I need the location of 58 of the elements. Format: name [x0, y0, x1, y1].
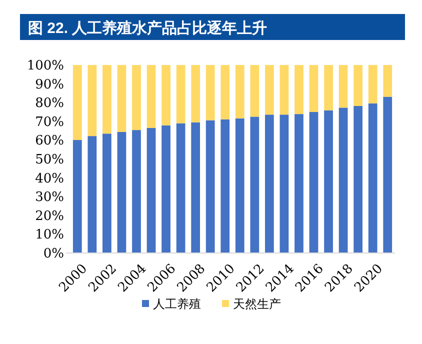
y-tick-label: 80% — [35, 96, 64, 112]
bar — [235, 118, 244, 253]
y-tick-label: 70% — [35, 114, 64, 130]
bar — [132, 130, 141, 253]
bar — [250, 65, 260, 117]
bar — [294, 114, 304, 253]
chart-title: 图 22. 人工养殖水产品占比逐年上升 — [28, 19, 268, 37]
y-tick-label: 20% — [35, 208, 64, 224]
bar — [206, 65, 215, 120]
bar — [250, 116, 260, 253]
bar — [162, 125, 170, 253]
bar — [368, 65, 378, 104]
bar — [102, 134, 112, 253]
bar — [117, 65, 126, 132]
bar — [88, 136, 97, 253]
bar — [368, 103, 378, 253]
bar — [132, 65, 141, 130]
y-tick-label: 0% — [43, 246, 64, 262]
bar — [309, 112, 318, 253]
y-tick-label: 40% — [35, 171, 64, 186]
y-tick-label: 90% — [35, 77, 64, 92]
bar — [324, 110, 333, 253]
bar — [324, 65, 333, 110]
bar — [309, 65, 318, 112]
bar — [383, 96, 392, 253]
bar — [338, 108, 348, 253]
bar — [72, 140, 82, 253]
bar — [191, 122, 200, 253]
bar — [235, 65, 244, 118]
bar — [265, 65, 274, 115]
bar — [191, 65, 200, 122]
bar — [354, 65, 362, 106]
y-tick-label: 30% — [35, 190, 64, 206]
bar — [220, 119, 230, 253]
bar — [220, 65, 230, 120]
bar — [117, 132, 126, 253]
bar — [354, 106, 362, 253]
legend-label: 人工养殖 — [153, 297, 201, 311]
bar — [146, 128, 156, 253]
bar — [102, 65, 112, 134]
bar — [176, 123, 186, 253]
y-tick-label: 10% — [35, 228, 64, 243]
y-tick-label: 100% — [26, 58, 64, 74]
legend-label: 天然生产 — [233, 297, 281, 311]
bar — [265, 114, 274, 253]
bar — [280, 65, 289, 115]
bar — [206, 120, 215, 253]
bar — [88, 65, 97, 136]
y-tick-label: 60% — [35, 134, 64, 149]
y-tick-label: 50% — [35, 152, 64, 168]
bar — [146, 65, 156, 128]
bar — [383, 65, 392, 97]
bar — [72, 65, 82, 140]
bar — [280, 114, 289, 253]
bar — [162, 65, 170, 126]
bar — [294, 65, 304, 114]
bar — [338, 65, 348, 108]
bar — [176, 65, 186, 124]
